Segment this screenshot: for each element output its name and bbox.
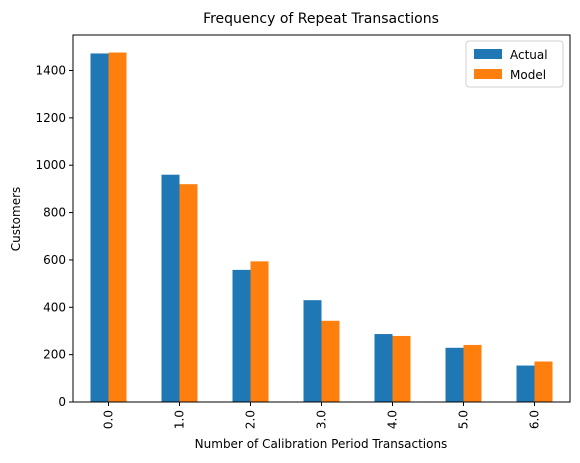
x-tick-label: 1.0	[173, 410, 187, 429]
axes-frame	[72, 34, 571, 403]
bar-actual-6.0	[516, 365, 535, 402]
bar-model-5.0	[463, 344, 482, 402]
y-tick-label: 1200	[35, 111, 66, 125]
y-tick-label: 1000	[35, 158, 66, 172]
x-tick-label: 6.0	[528, 410, 542, 429]
y-tick-label: 1400	[35, 64, 66, 78]
plot-area: 0 200 400 600 800 1000 1200 1400 0.0 1.0 2.0 3.0 4.0…	[35, 34, 571, 429]
bar-actual-1.0	[161, 174, 180, 402]
legend: Actual Model	[465, 40, 564, 88]
y-tick-label: 200	[43, 348, 66, 362]
legend-swatch-actual	[474, 49, 502, 59]
x-tick-label: 0.0	[102, 410, 116, 429]
legend-swatch-model	[474, 69, 502, 79]
bar-model-0.0	[108, 52, 127, 402]
bar-model-3.0	[321, 320, 340, 402]
legend-label-actual: Actual	[510, 48, 548, 62]
bar-model-6.0	[534, 361, 553, 402]
bar-actual-3.0	[303, 300, 322, 402]
x-axis-label: Number of Calibration Period Transaction…	[195, 437, 448, 451]
legend-label-model: Model	[510, 68, 546, 82]
x-tick-label: 3.0	[315, 410, 329, 429]
y-axis-label: Customers	[9, 187, 23, 252]
y-tick-label: 600	[43, 253, 66, 267]
y-tick-label: 400	[43, 300, 66, 314]
bar-model-2.0	[250, 261, 269, 402]
bar-actual-4.0	[374, 334, 393, 402]
x-tick-label: 4.0	[386, 410, 400, 429]
bar-actual-2.0	[232, 269, 251, 402]
bar-model-4.0	[392, 335, 411, 402]
chart-title: Frequency of Repeat Transactions	[203, 11, 439, 27]
bar-actual-5.0	[445, 347, 464, 402]
x-tick-label: 5.0	[457, 410, 471, 429]
x-tick-label: 2.0	[244, 410, 258, 429]
bar-actual-0.0	[90, 53, 109, 403]
y-tick-label: 800	[43, 206, 66, 220]
bar-model-1.0	[179, 184, 198, 402]
y-tick-label: 0	[58, 395, 66, 409]
